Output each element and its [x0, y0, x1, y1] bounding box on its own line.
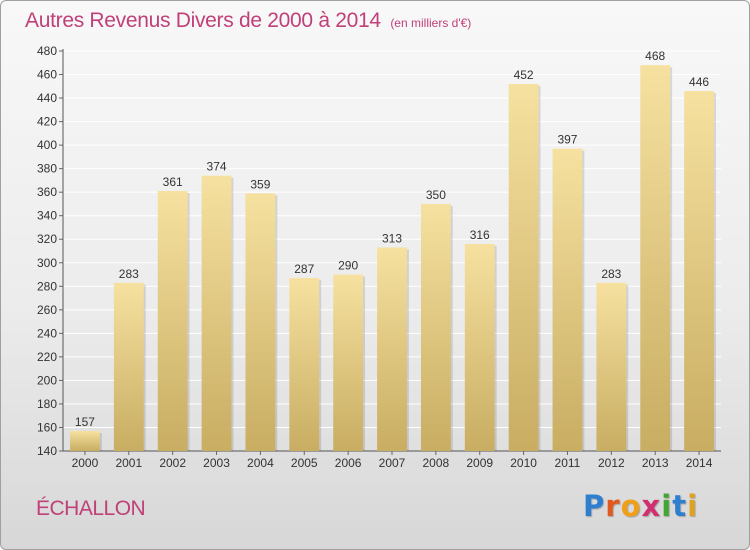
bar [377, 247, 407, 451]
data-label: 316 [470, 228, 490, 242]
data-label: 452 [514, 68, 534, 82]
data-label: 361 [163, 175, 183, 189]
labels: 157 2000 283 2001 361 2002 374 2003 359 2004 287 20… [72, 49, 713, 470]
logo-letter: r [605, 489, 621, 523]
y-tick-label: 340 [37, 209, 57, 223]
x-tick-label: 2005 [291, 456, 318, 470]
x-tick-label: 2003 [203, 456, 230, 470]
bar [640, 65, 671, 451]
y-tick-label: 160 [37, 420, 57, 434]
proxiti-logo: Proxiti [583, 489, 698, 523]
x-tick-label: 2010 [510, 456, 537, 470]
data-label: 313 [382, 231, 402, 245]
data-label: 157 [75, 415, 95, 429]
data-label: 374 [207, 160, 227, 174]
y-tick-label: 360 [37, 185, 57, 199]
logo-letter: t [672, 489, 688, 523]
bar [70, 431, 100, 451]
x-tick-label: 2011 [555, 456, 581, 470]
bars [70, 65, 716, 452]
data-label: 287 [294, 262, 314, 276]
bar [113, 282, 144, 451]
data-label: 290 [338, 259, 358, 273]
title-unit: (en milliers d'€) [390, 16, 472, 30]
title-text: Autres Revenus Divers de 2000 à 2014 [25, 9, 381, 32]
axes: 140 160 180 200 220 240 260 280 300 320 340 360 380 4… [37, 44, 721, 458]
data-label: 283 [601, 267, 621, 281]
logo-letter: i [687, 489, 699, 523]
x-tick-label: 2006 [335, 456, 362, 470]
data-label: 283 [119, 267, 139, 281]
bar [420, 203, 451, 451]
y-tick-label: 140 [37, 444, 57, 458]
y-tick-label: 420 [37, 115, 57, 129]
x-tick-label: 2012 [598, 456, 625, 470]
bar [552, 148, 583, 451]
data-label: 468 [645, 49, 665, 63]
y-tick-label: 440 [37, 91, 57, 105]
y-tick-label: 300 [37, 256, 57, 270]
chart-title: Autres Revenus Divers de 2000 à 2014 (en… [25, 9, 471, 33]
x-tick-label: 2001 [115, 456, 142, 470]
y-tick-label: 480 [37, 44, 57, 58]
x-tick-label: 2002 [159, 456, 186, 470]
data-label: 350 [426, 188, 446, 202]
logo-letter: i [661, 489, 673, 523]
bar [464, 243, 495, 451]
y-tick-label: 260 [37, 303, 57, 317]
data-label: 397 [557, 133, 577, 147]
data-label: 446 [689, 75, 709, 89]
x-tick-label: 2009 [466, 456, 493, 470]
bar [157, 191, 188, 451]
y-tick-label: 240 [37, 326, 57, 340]
logo-letter: x [641, 489, 662, 523]
y-tick-label: 220 [37, 350, 57, 364]
logo-letter: P [583, 489, 606, 523]
bar [508, 83, 539, 452]
y-tick-label: 380 [37, 162, 57, 176]
bar [596, 282, 627, 451]
x-tick-label: 2014 [686, 456, 713, 470]
y-tick-label: 460 [37, 68, 57, 82]
y-tick-label: 400 [37, 138, 57, 152]
logo-letter: o [620, 489, 642, 523]
data-label: 359 [250, 177, 270, 191]
x-tick-label: 2013 [642, 456, 669, 470]
bar [201, 175, 232, 452]
y-tick-label: 320 [37, 232, 57, 246]
bar [333, 274, 364, 451]
x-tick-label: 2004 [247, 456, 274, 470]
x-tick-label: 2000 [72, 456, 99, 470]
y-tick-label: 180 [37, 397, 57, 411]
bar [684, 91, 714, 451]
bar [245, 193, 276, 451]
x-tick-label: 2007 [379, 456, 406, 470]
y-tick-label: 200 [37, 373, 57, 387]
bar [289, 278, 320, 451]
x-tick-label: 2008 [423, 456, 450, 470]
y-tick-label: 280 [37, 279, 57, 293]
commune-name: ÉCHALLON [36, 497, 146, 520]
